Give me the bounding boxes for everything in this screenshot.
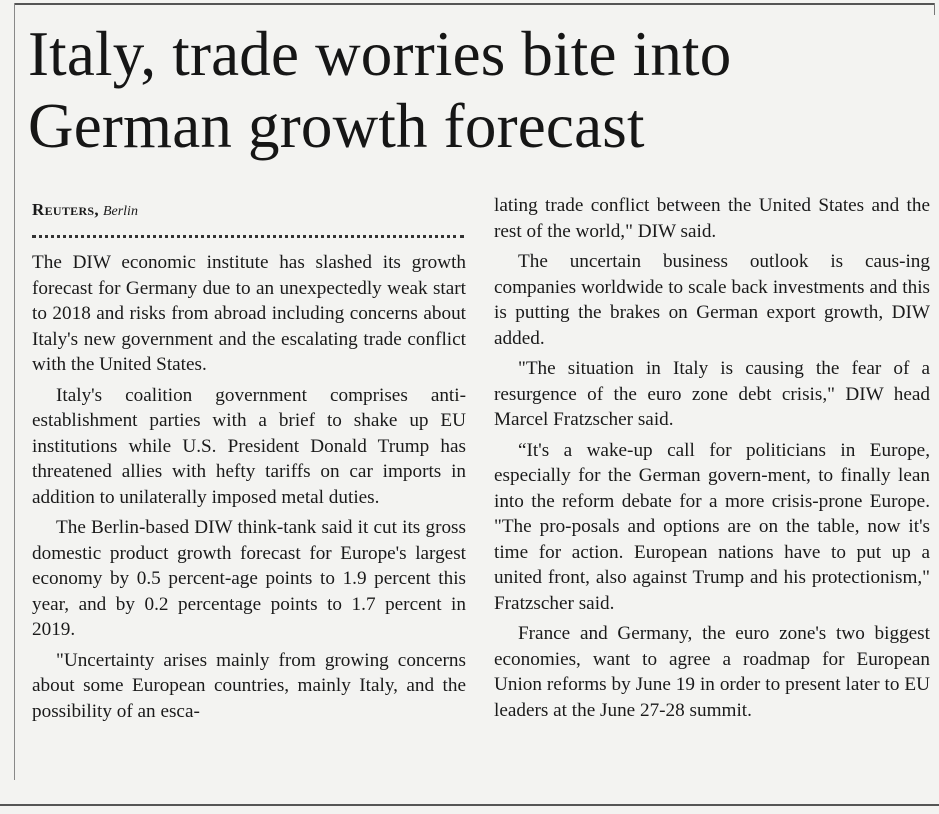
corner-rule xyxy=(934,3,935,15)
dotted-separator xyxy=(32,235,464,238)
bottom-rule xyxy=(0,804,939,806)
paragraph: "Uncertainty arises mainly from growing … xyxy=(32,649,466,722)
paragraph: "The situation in Italy is causing the f… xyxy=(494,358,930,430)
paragraph: Italy's coalition government comprises a… xyxy=(32,384,466,508)
paragraph: The Berlin-based DIW think-tank said it … xyxy=(32,517,466,640)
article-column-right: lating trade conflict between the United… xyxy=(494,193,930,728)
paragraph: France and Germany, the euro zone's two … xyxy=(494,623,930,721)
paragraph: The DIW economic institute has slashed i… xyxy=(32,252,466,375)
dateline: Reuters, Berlin xyxy=(32,200,138,222)
paragraph: The uncertain business outlook is caus-i… xyxy=(494,251,930,349)
column-left-rule xyxy=(14,3,15,780)
dateline-city: Berlin xyxy=(102,204,138,219)
paragraph-continued: lating trade conflict between the United… xyxy=(494,195,930,242)
headline: Italy, trade worries bite into German gr… xyxy=(28,19,732,161)
agency-name: Reuters, xyxy=(32,200,99,219)
article-column-left: The DIW economic institute has slashed i… xyxy=(32,250,466,724)
paragraph: “It's a wake-up call for politicians in … xyxy=(494,439,930,614)
top-rule xyxy=(14,3,935,5)
